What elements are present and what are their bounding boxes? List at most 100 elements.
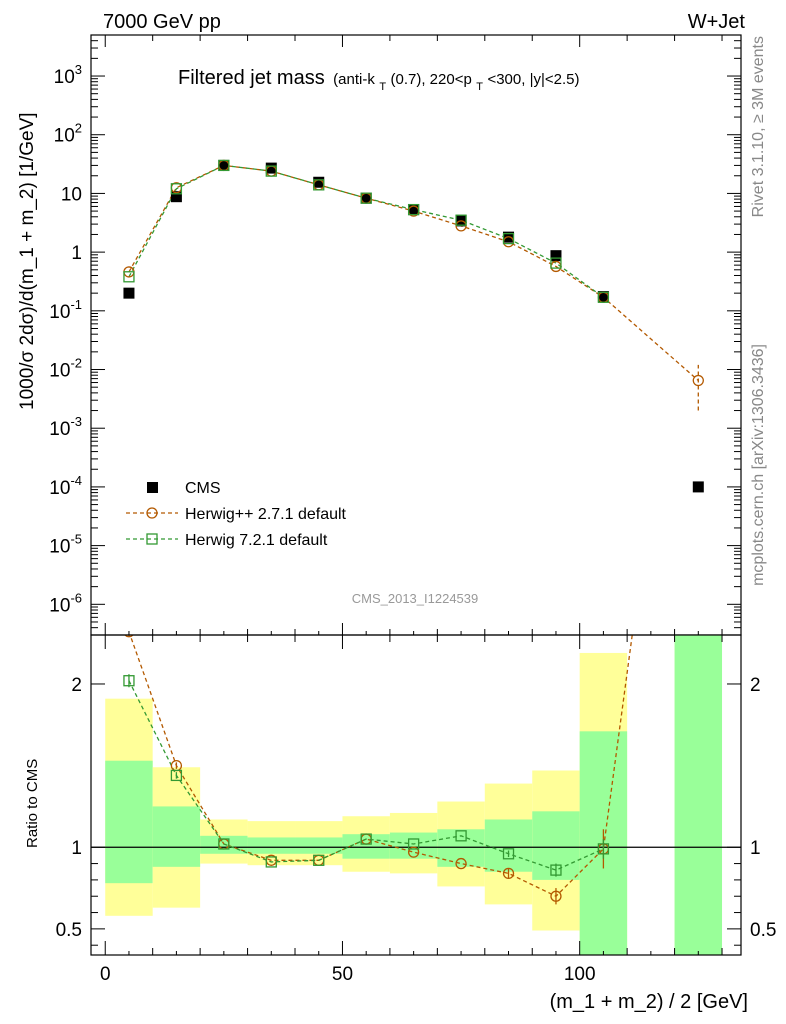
ytick-base: 10 bbox=[49, 361, 70, 382]
title-main: Filtered jet mass bbox=[178, 67, 325, 89]
herwig7-line bbox=[128, 164, 604, 298]
legend-herwigpp-label: Herwig++ 2.7.1 default bbox=[185, 506, 347, 523]
ytick-base: 10 bbox=[61, 184, 82, 205]
ratio-band-inner bbox=[437, 829, 485, 867]
cms-point bbox=[313, 176, 325, 188]
ytick-base: 10 bbox=[49, 537, 70, 558]
main-ytick-label: 10-5 bbox=[49, 532, 82, 558]
herwigpp-point bbox=[455, 220, 467, 232]
ytick-base: 10 bbox=[54, 67, 75, 88]
main-ytick-label: 10-4 bbox=[49, 473, 82, 499]
ytick-base: 10 bbox=[49, 419, 70, 440]
herwigpp-point bbox=[692, 374, 704, 387]
legend-herwig7-marker bbox=[146, 533, 158, 545]
ratio-band-inner bbox=[200, 835, 248, 854]
cms-point bbox=[170, 191, 182, 203]
herwig7-point bbox=[407, 203, 420, 216]
title-sub-s2: T bbox=[476, 81, 483, 93]
ytick-exponent: -6 bbox=[70, 590, 82, 605]
ratio-band-inner bbox=[105, 760, 153, 884]
ratio-herwigpp-point bbox=[124, 635, 134, 638]
ratio-frame bbox=[90, 634, 742, 956]
ratio-ytick-label-right: 2 bbox=[750, 675, 761, 696]
ratio-herwigpp-point bbox=[455, 857, 467, 870]
main-ytick-label: 10-3 bbox=[49, 414, 82, 440]
ratio-herwig7-point bbox=[360, 833, 372, 845]
xtick-label: 50 bbox=[332, 964, 353, 985]
ytick-base: 10 bbox=[49, 302, 70, 323]
herwig7-point bbox=[170, 183, 183, 195]
title-sub-3: <300, |y|<2.5) bbox=[487, 71, 579, 88]
main-ytick-label: 10 bbox=[61, 184, 82, 205]
ytick-exponent: -5 bbox=[70, 532, 82, 547]
title-sub-2: (0.7), 220<p bbox=[391, 71, 472, 88]
cms-point bbox=[123, 287, 135, 299]
ratio-ytick-label-right: 0.5 bbox=[750, 920, 776, 941]
ytick-base: 10 bbox=[49, 595, 70, 616]
header-right: W+Jet bbox=[688, 11, 746, 33]
cms-point bbox=[550, 250, 562, 262]
main-ytick-label: 102 bbox=[54, 121, 82, 147]
cms-point bbox=[597, 291, 609, 303]
ratio-herwig7-line bbox=[128, 680, 604, 871]
ratio-band-inner bbox=[152, 806, 201, 867]
ytick-exponent: -3 bbox=[70, 414, 82, 429]
xtick-label: 0 bbox=[100, 964, 111, 985]
rivet-label: Rivet 3.1.10, ≥ 3M events bbox=[750, 36, 767, 217]
ratio-herwig7-point bbox=[265, 856, 277, 868]
ratio-band-inner bbox=[674, 635, 723, 955]
ratio-ytick-label-left: 2 bbox=[71, 675, 82, 696]
main-title: Filtered jet mass (anti-k T (0.7), 220<p… bbox=[178, 67, 579, 94]
herwig7-point bbox=[455, 214, 467, 226]
main-ytick-label: 10-2 bbox=[49, 356, 82, 382]
ytick-base: 1 bbox=[71, 243, 82, 264]
ratio-herwigpp-point bbox=[550, 890, 562, 902]
title-sub-s1: T bbox=[379, 81, 386, 93]
cms-point bbox=[265, 162, 277, 174]
ratio-herwig7-point bbox=[170, 769, 183, 782]
ratio-herwig7-point bbox=[123, 675, 135, 687]
ratio-herwig7-point bbox=[218, 838, 230, 850]
ratio-panel: 0.5 0.5 1 1 2 2 0 50 100 Ratio to CMS (m_1 + m_2… bbox=[24, 634, 776, 1013]
x-axis-label: (m_1 + m_2) / 2 [GeV] bbox=[550, 991, 748, 1013]
herwig7-point bbox=[502, 232, 515, 245]
ratio-ylabel: Ratio to CMS bbox=[24, 759, 41, 848]
title-sub-1: (anti-k bbox=[333, 71, 375, 88]
cms-point bbox=[360, 192, 372, 204]
ratio-herwigpp-line bbox=[129, 635, 633, 898]
ytick-base: 10 bbox=[54, 126, 75, 147]
ratio-herwigpp-point bbox=[502, 867, 515, 880]
herwig7-point bbox=[265, 165, 277, 177]
ratio-band-inner bbox=[247, 837, 296, 854]
ratio-herwigpp-point bbox=[407, 846, 420, 858]
cms-point bbox=[692, 481, 704, 493]
header-left: 7000 GeV pp bbox=[103, 11, 221, 33]
herwig7-point bbox=[218, 159, 230, 172]
xtick-label: 100 bbox=[564, 964, 596, 985]
mcplots-label: mcplots.cern.ch [arXiv:1306.3436] bbox=[750, 344, 767, 586]
analysis-watermark: CMS_2013_I1224539 bbox=[352, 591, 479, 606]
ytick-exponent: 3 bbox=[75, 62, 82, 77]
ratio-ytick-label-left: 1 bbox=[71, 838, 82, 859]
ratio-herwig7-point bbox=[597, 843, 610, 855]
herwigpp-line bbox=[128, 164, 699, 381]
ratio-band-inner bbox=[295, 837, 343, 854]
ytick-exponent: -1 bbox=[70, 297, 82, 312]
cms-point bbox=[408, 204, 420, 216]
herwig7-point bbox=[360, 192, 372, 204]
ratio-band-inner bbox=[484, 819, 533, 872]
ratio-herwig7-point bbox=[313, 854, 325, 866]
ratio-herwig7-point bbox=[455, 830, 467, 842]
ytick-base: 10 bbox=[49, 478, 70, 499]
ratio-ytick-label-right: 1 bbox=[750, 838, 761, 859]
main-ytick-label: 103 bbox=[54, 62, 82, 88]
legend-cms-label: CMS bbox=[185, 480, 221, 497]
legend-herwig7-label: Herwig 7.2.1 default bbox=[185, 532, 328, 549]
herwig7-point bbox=[313, 179, 325, 191]
cms-point bbox=[218, 159, 230, 171]
ratio-band-inner bbox=[389, 832, 438, 859]
main-ylabel: 1000/σ 2dσ)/d(m_1 + m_2) [1/GeV] bbox=[17, 112, 38, 410]
legend: CMS Herwig++ 2.7.1 default Herwig 7.2.1 … bbox=[126, 480, 347, 549]
